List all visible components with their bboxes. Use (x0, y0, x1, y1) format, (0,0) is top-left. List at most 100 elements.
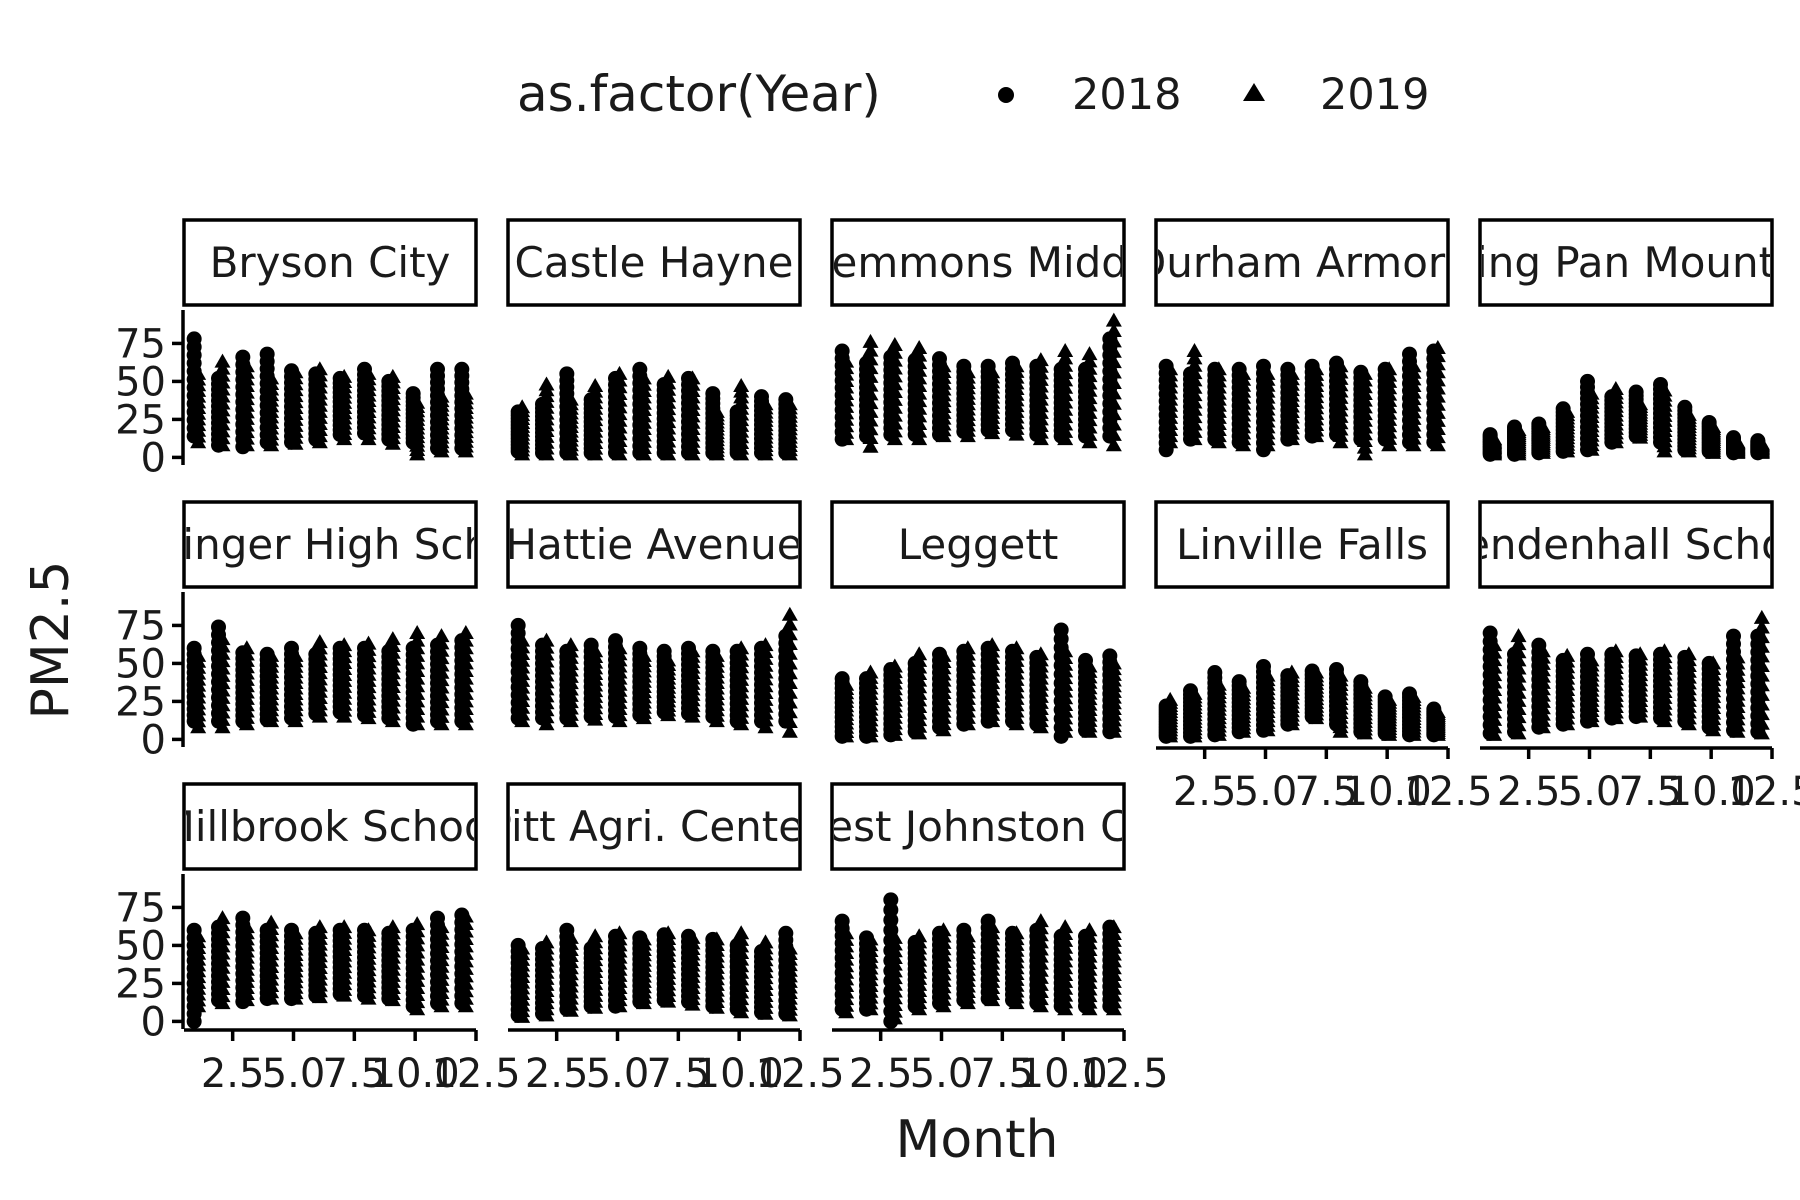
point-2019-m2 (214, 675, 231, 690)
point-2018-m1 (510, 617, 526, 633)
point-2019-m2 (214, 980, 231, 995)
point-2019-m2 (214, 938, 231, 953)
point-2019-m10 (1381, 691, 1398, 706)
series-2019-points (1162, 664, 1446, 743)
point-2019-m2 (862, 377, 879, 392)
facet-strip (830, 500, 1126, 589)
point-2019-m12 (1753, 609, 1770, 624)
point-2019-m10 (409, 670, 426, 685)
y-tick-label: 25 (115, 397, 166, 443)
point-2019-m6 (311, 919, 328, 934)
point-2019-m2 (1510, 676, 1527, 691)
point-2019-m7 (1632, 396, 1649, 411)
point-2019-m11 (1081, 360, 1098, 375)
x-tick-label: 2.5 (849, 1051, 913, 1097)
point-2019-m12 (1753, 677, 1770, 692)
point-2019-m5 (287, 925, 304, 940)
point-2019-m10 (1057, 372, 1074, 387)
point-2019-m9 (1032, 955, 1049, 970)
point-2019-m5 (611, 365, 628, 380)
point-2019-m12 (1429, 348, 1446, 363)
point-2019-m2 (214, 631, 231, 646)
point-2019-m2 (214, 917, 231, 932)
point-2019-m5 (1259, 667, 1276, 682)
point-2019-m12 (1105, 364, 1122, 379)
point-2019-m12 (1753, 686, 1770, 701)
point-2019-m10 (409, 394, 426, 409)
x-tick-label: 10.0 (695, 1051, 784, 1097)
point-2019-m5 (1583, 652, 1600, 667)
point-2019-m2 (538, 934, 555, 949)
point-2019-m12 (1105, 343, 1122, 358)
facet-strip-label: West Johnston Co. (788, 802, 1168, 851)
series-2019-points (838, 312, 1122, 453)
point-2019-m3 (886, 391, 903, 406)
point-2019-m12 (457, 693, 474, 708)
point-2019-m9 (708, 647, 725, 662)
point-2019-m9 (1032, 913, 1049, 928)
point-2019-m1 (1486, 652, 1503, 667)
point-2019-m4 (911, 339, 928, 354)
point-2019-m11 (1081, 353, 1098, 368)
point-2019-m2 (214, 689, 231, 704)
point-2019-m11 (1405, 688, 1422, 703)
point-2019-m9 (1680, 646, 1697, 661)
point-2019-m12 (1429, 339, 1446, 354)
point-2019-m2 (862, 360, 879, 375)
point-2019-m12 (781, 626, 798, 641)
x-tick-label: 5.0 (1558, 769, 1622, 815)
point-2019-m12 (781, 616, 798, 631)
point-2019-m2 (1510, 636, 1527, 651)
point-2019-m2 (1510, 692, 1527, 707)
point-2019-m4 (587, 928, 604, 943)
point-2019-m3 (886, 360, 903, 375)
point-2019-m3 (886, 929, 903, 944)
point-2019-m10 (1057, 401, 1074, 416)
point-2019-m12 (781, 714, 798, 729)
point-2019-m4 (263, 647, 280, 662)
facet-strip (1154, 500, 1450, 589)
point-2019-m3 (562, 929, 579, 944)
facet-linville-falls: Linville Falls 2.55.07.510.012.5 (1154, 500, 1493, 815)
point-2019-m9 (1032, 984, 1049, 999)
facet-strip-label: Clemmons Middle (791, 238, 1166, 287)
point-2019-m10 (1057, 394, 1074, 409)
point-2019-m2 (214, 704, 231, 719)
point-2019-m2 (1510, 628, 1527, 643)
point-2019-m11 (1729, 649, 1746, 664)
point-2019-m12 (457, 930, 474, 945)
point-2018-m1 (1482, 625, 1498, 641)
point-2019-m4 (911, 431, 928, 446)
x-tick-label: 7.5 (323, 1051, 387, 1097)
facet-clemmons-middle: Clemmons Middle (791, 218, 1166, 453)
y-axis-label: PM2.5 (21, 561, 81, 720)
point-2019-m11 (1081, 922, 1098, 937)
point-2019-m8 (360, 922, 377, 937)
point-2019-m10 (409, 708, 426, 723)
x-tick-label: 7.5 (971, 1051, 1035, 1097)
point-2019-m2 (862, 421, 879, 436)
point-2019-m6 (1283, 365, 1300, 380)
point-2019-m10 (1057, 379, 1074, 394)
point-2019-m11 (433, 628, 450, 643)
point-2019-m11 (433, 679, 450, 694)
point-2019-m1 (514, 399, 531, 414)
point-2019-m9 (384, 631, 401, 646)
point-2019-m12 (457, 923, 474, 938)
point-2019-m12 (457, 647, 474, 662)
point-2019-m3 (238, 919, 255, 934)
point-2019-m1 (1486, 711, 1503, 726)
x-tick-label: 12.5 (1727, 769, 1800, 815)
point-2019-m10 (409, 923, 426, 938)
point-2019-m4 (911, 362, 928, 377)
y-tick-label: 50 (115, 359, 166, 405)
point-2019-m6 (311, 361, 328, 376)
point-2019-m12 (1753, 619, 1770, 634)
point-2019-m4 (911, 377, 928, 392)
point-2019-m12 (781, 675, 798, 690)
point-2019-m12 (457, 663, 474, 678)
x-tick-label: 7.5 (1295, 769, 1359, 815)
point-2019-m4 (1235, 365, 1252, 380)
point-2019-m1 (1486, 431, 1503, 446)
